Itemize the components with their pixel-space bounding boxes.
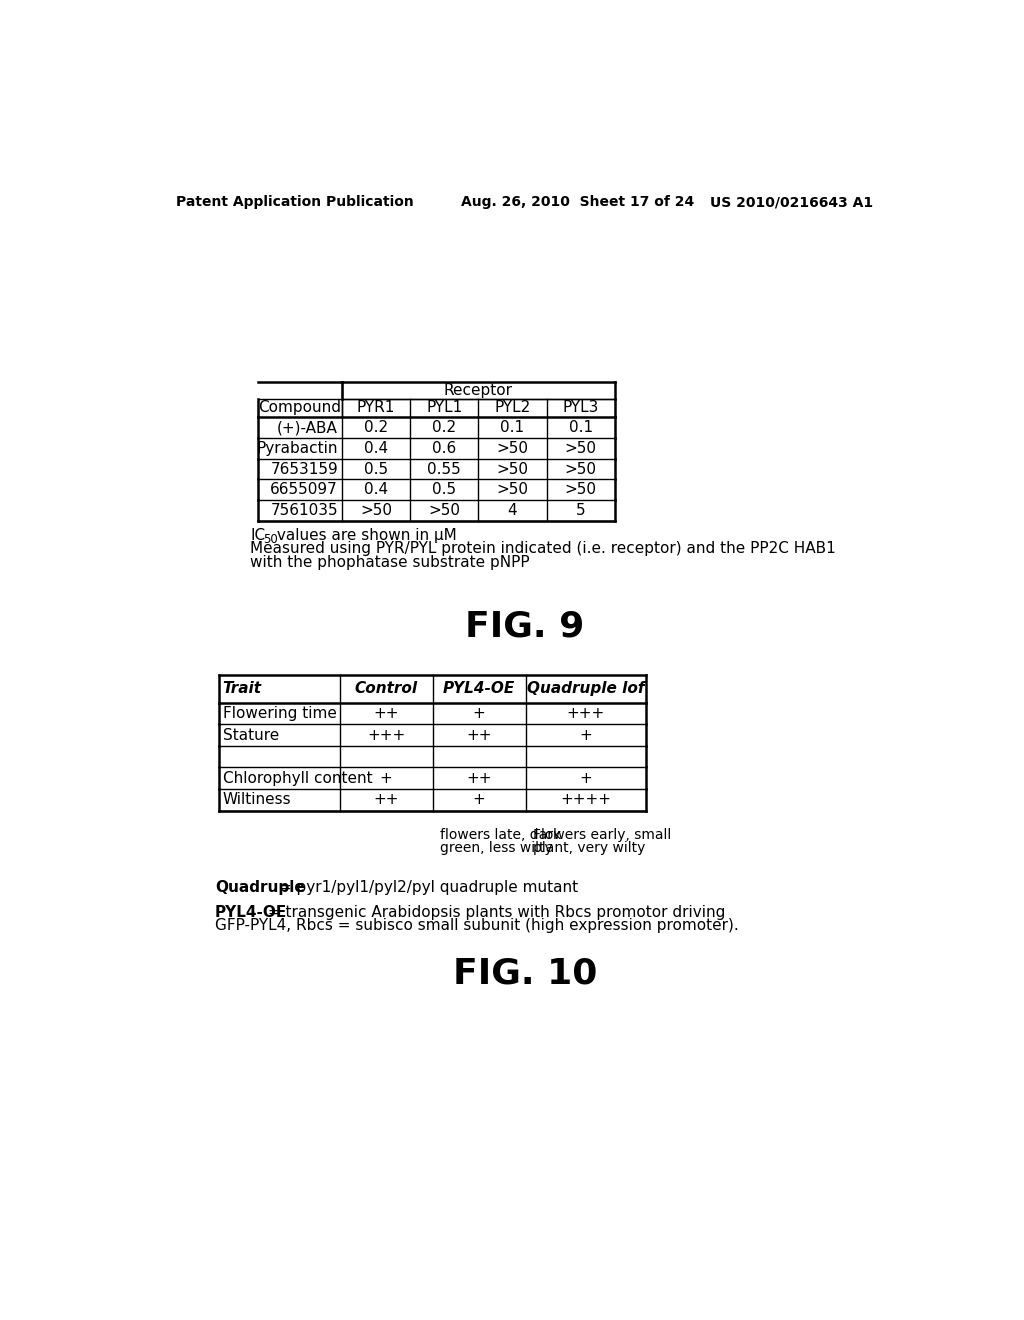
- Text: ++: ++: [466, 771, 492, 785]
- Text: 0.4: 0.4: [364, 482, 388, 498]
- Text: +: +: [580, 771, 592, 785]
- Text: PYL2: PYL2: [495, 400, 530, 416]
- Text: 5: 5: [575, 503, 586, 519]
- Text: green, less wilty: green, less wilty: [440, 841, 553, 854]
- Text: plant, very wilty: plant, very wilty: [534, 841, 646, 854]
- Text: IC: IC: [251, 528, 265, 543]
- Text: ++: ++: [374, 792, 398, 808]
- Text: flowers late, dark: flowers late, dark: [440, 828, 561, 842]
- Text: PYL4-OE: PYL4-OE: [443, 681, 515, 697]
- Text: +: +: [380, 771, 392, 785]
- Text: (+)-ABA: (+)-ABA: [278, 420, 338, 436]
- Text: +: +: [473, 792, 485, 808]
- Text: PYR1: PYR1: [356, 400, 395, 416]
- Text: Flowering time: Flowering time: [222, 706, 337, 721]
- Text: with the phophatase substrate pNPP: with the phophatase substrate pNPP: [251, 556, 530, 570]
- Text: >50: >50: [497, 441, 528, 455]
- Text: US 2010/0216643 A1: US 2010/0216643 A1: [711, 195, 873, 210]
- Text: FIG. 9: FIG. 9: [465, 610, 585, 644]
- Text: 0.2: 0.2: [432, 420, 457, 436]
- Text: >50: >50: [497, 462, 528, 477]
- Text: 6655097: 6655097: [270, 482, 338, 498]
- Text: 0.5: 0.5: [364, 462, 388, 477]
- Text: >50: >50: [564, 462, 597, 477]
- Text: 0.55: 0.55: [427, 462, 461, 477]
- Text: ++++: ++++: [560, 792, 611, 808]
- Text: +++: +++: [367, 727, 406, 743]
- Text: +: +: [473, 706, 485, 721]
- Text: Receptor: Receptor: [443, 383, 513, 397]
- Text: 0.5: 0.5: [432, 482, 457, 498]
- Text: GFP-PYL4, Rbcs = subisco small subunit (high expression promoter).: GFP-PYL4, Rbcs = subisco small subunit (…: [215, 919, 738, 933]
- Text: Measured using PYR/PYL protein indicated (i.e. receptor) and the PP2C HAB1: Measured using PYR/PYL protein indicated…: [251, 541, 837, 557]
- Text: 0.1: 0.1: [568, 420, 593, 436]
- Text: 4: 4: [508, 503, 517, 519]
- Text: = pyr1/pyl1/pyl2/pyl quadruple mutant: = pyr1/pyl1/pyl2/pyl quadruple mutant: [273, 880, 578, 895]
- Text: Compound: Compound: [258, 400, 342, 416]
- Text: >50: >50: [564, 482, 597, 498]
- Text: Trait: Trait: [222, 681, 261, 697]
- Text: PYL1: PYL1: [426, 400, 462, 416]
- Text: >50: >50: [360, 503, 392, 519]
- Text: Flowers early, small: Flowers early, small: [534, 828, 672, 842]
- Text: Wiltiness: Wiltiness: [222, 792, 291, 808]
- Text: 7561035: 7561035: [270, 503, 338, 519]
- Text: Chlorophyll content: Chlorophyll content: [222, 771, 372, 785]
- Text: 50: 50: [263, 533, 279, 545]
- Text: Stature: Stature: [222, 727, 279, 743]
- Text: >50: >50: [428, 503, 460, 519]
- Text: 0.6: 0.6: [432, 441, 457, 455]
- Text: PYL4-OE: PYL4-OE: [215, 904, 287, 920]
- Text: +++: +++: [566, 706, 605, 721]
- Text: 0.2: 0.2: [364, 420, 388, 436]
- Text: 0.4: 0.4: [364, 441, 388, 455]
- Text: ++: ++: [374, 706, 398, 721]
- Text: PYL3: PYL3: [562, 400, 599, 416]
- Text: >50: >50: [564, 441, 597, 455]
- Text: 0.1: 0.1: [501, 420, 524, 436]
- Text: >50: >50: [497, 482, 528, 498]
- Text: FIG. 10: FIG. 10: [453, 957, 597, 991]
- Text: +: +: [580, 727, 592, 743]
- Text: Control: Control: [354, 681, 418, 697]
- Text: = transgenic Arabidopsis plants with Rbcs promotor driving: = transgenic Arabidopsis plants with Rbc…: [263, 904, 725, 920]
- Text: ++: ++: [466, 727, 492, 743]
- Text: Patent Application Publication: Patent Application Publication: [176, 195, 414, 210]
- Text: values are shown in μM: values are shown in μM: [272, 528, 457, 543]
- Text: Aug. 26, 2010  Sheet 17 of 24: Aug. 26, 2010 Sheet 17 of 24: [461, 195, 694, 210]
- Text: Quadruple: Quadruple: [215, 880, 304, 895]
- Text: 7653159: 7653159: [270, 462, 338, 477]
- Text: Pyrabactin: Pyrabactin: [257, 441, 338, 455]
- Text: Quadruple lof: Quadruple lof: [527, 681, 644, 697]
